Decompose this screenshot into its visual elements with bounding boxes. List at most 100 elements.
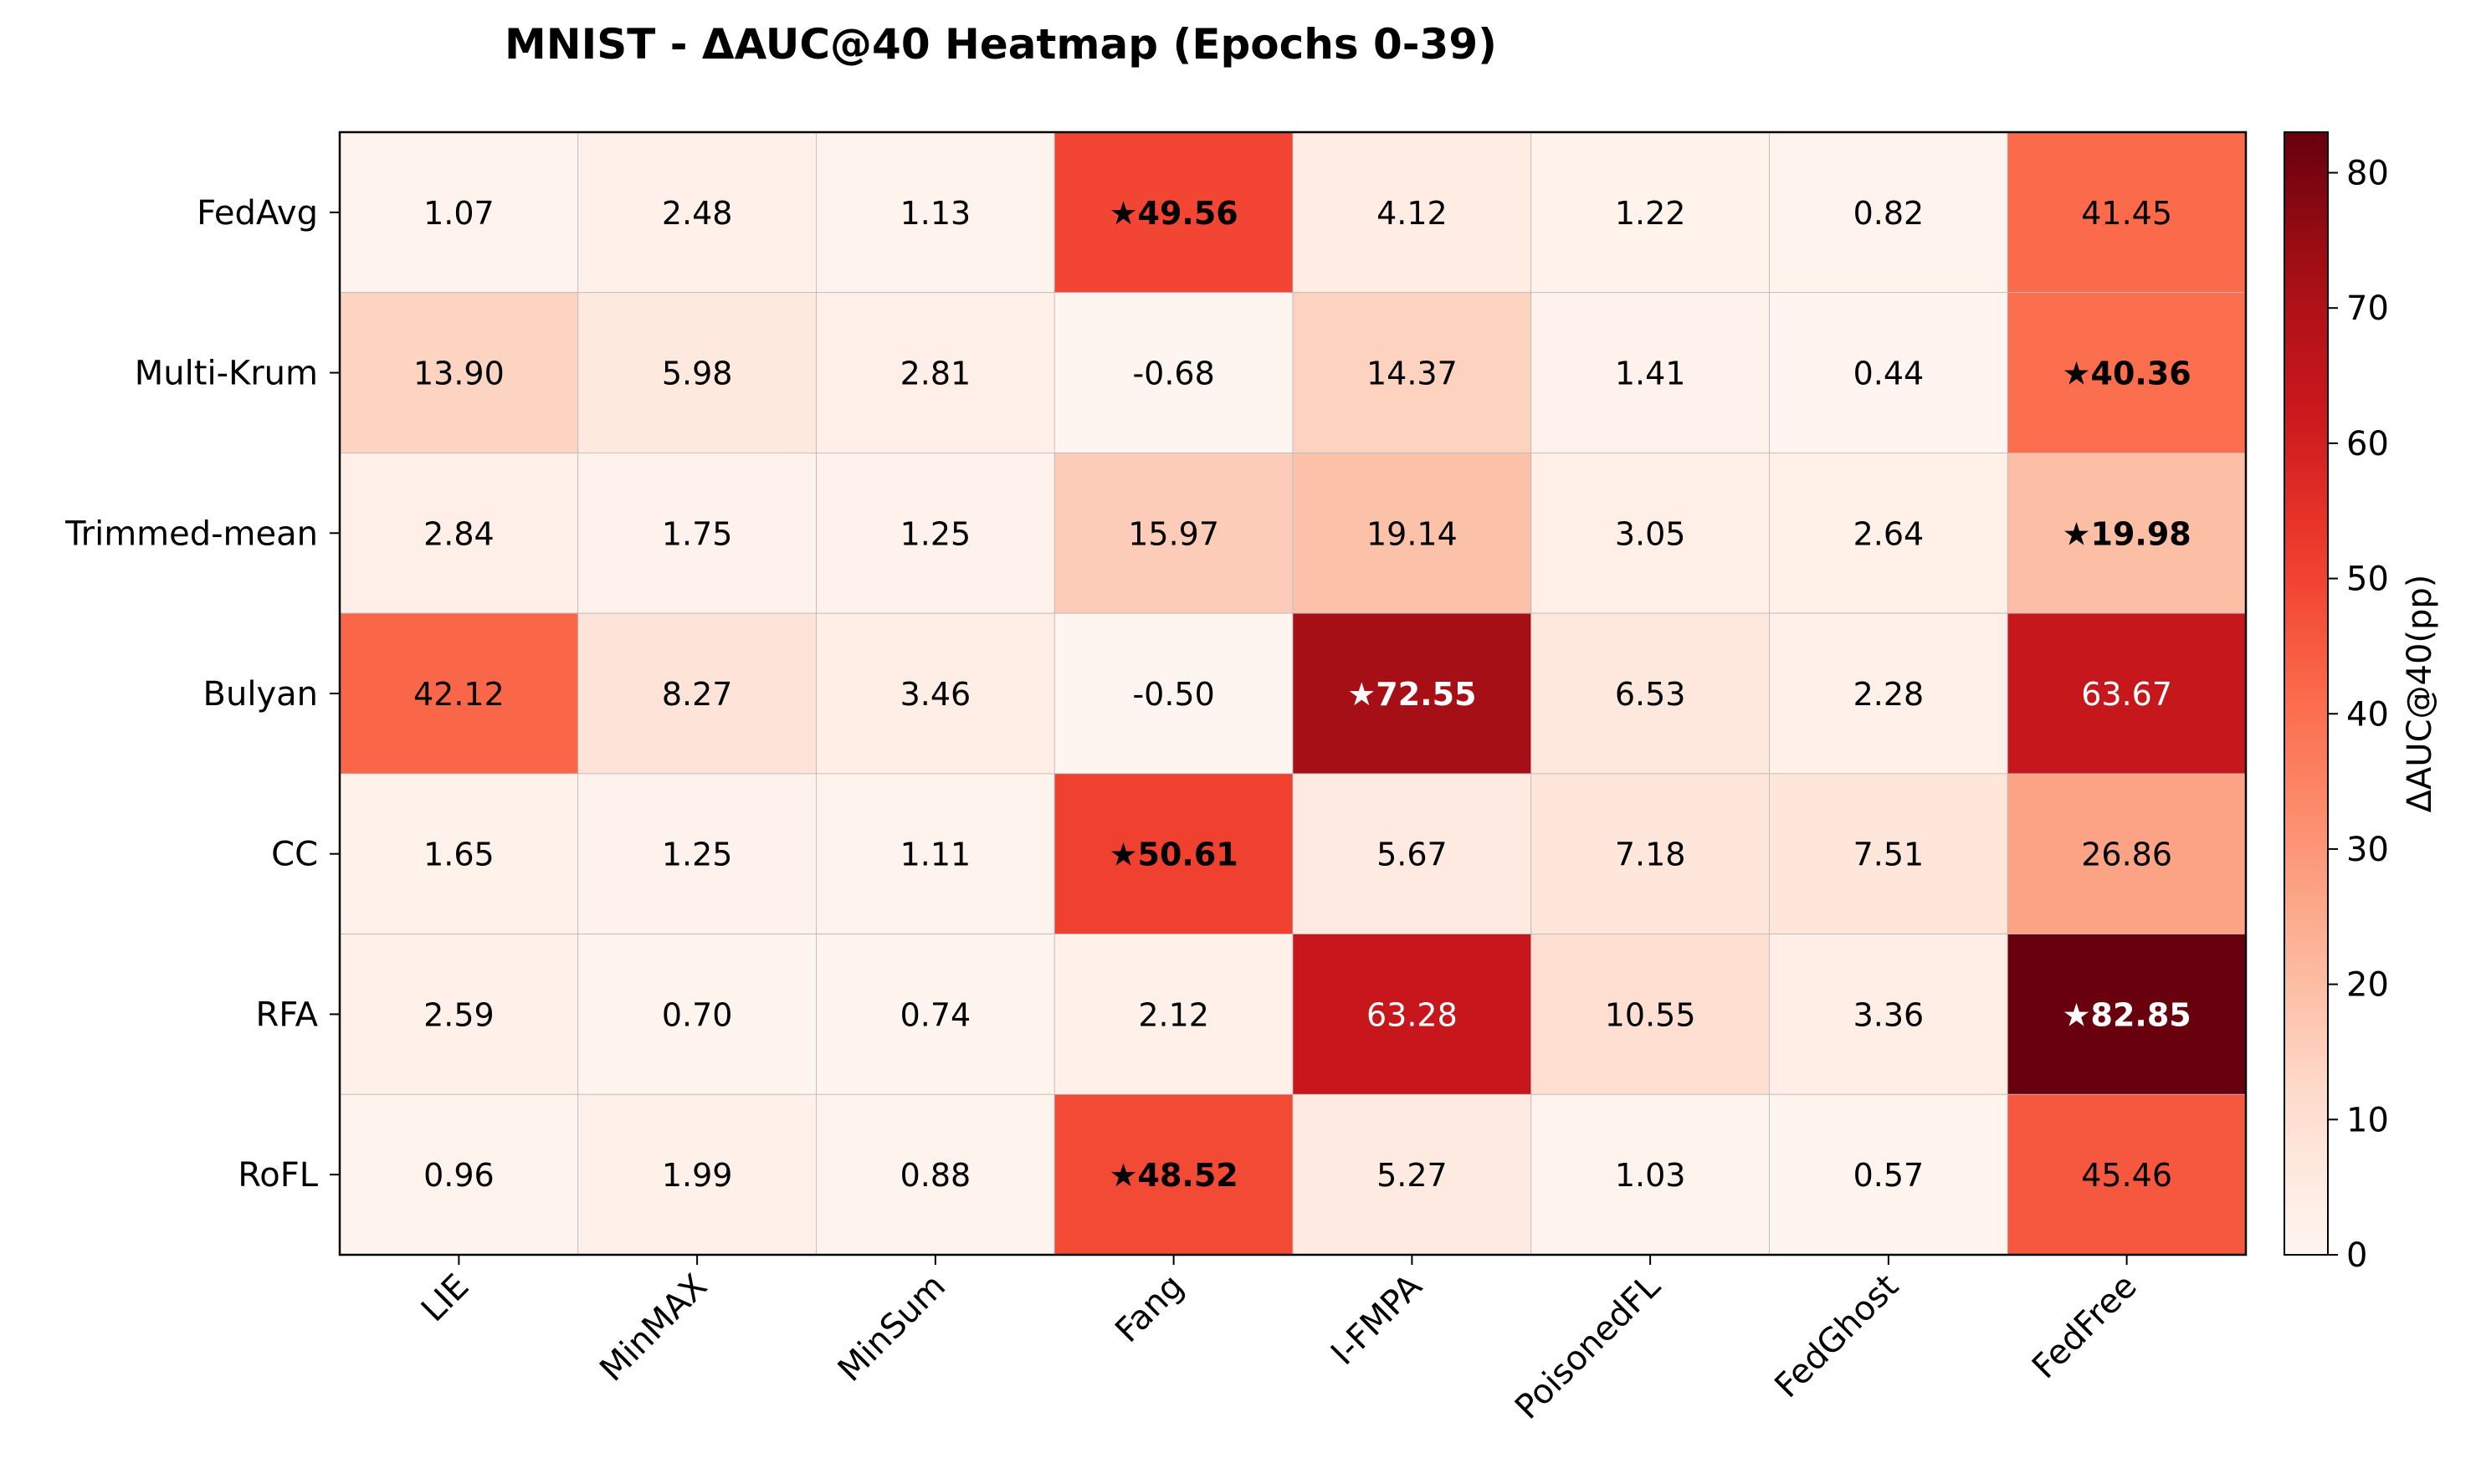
x-tick-label: PoisonedFL	[1508, 1267, 1669, 1427]
cell-value-label: 14.37	[1366, 356, 1458, 392]
colorbar: 0 10 20 30 40 50 60 70 80 ΔAUC@40(pp)	[2284, 131, 2439, 1275]
y-tick-label: RoFL	[238, 1156, 318, 1195]
cell-value-label: 1.25	[662, 837, 733, 873]
heatmap-cell	[1292, 292, 1532, 453]
heatmap-cell	[339, 453, 579, 614]
y-tick-label: RFA	[256, 995, 319, 1034]
heatmap-cell	[1530, 131, 1770, 294]
heatmap-cell	[1292, 453, 1532, 614]
heatmap-cell	[1769, 934, 2008, 1095]
heatmap-cell	[577, 773, 817, 934]
colorbar-gradient	[2284, 131, 2329, 1256]
heatmap-cell	[1053, 453, 1294, 614]
heatmap-cell-labels: 1.07 2.48 1.13 ★49.56 4.12 1.22 0.82 41.45 13.90…	[413, 195, 2191, 1194]
cell-value-label: 1.25	[900, 515, 971, 552]
heatmap-cell	[1053, 773, 1294, 934]
x-tick-label: MinMAX	[592, 1267, 715, 1389]
cell-value-label: ★40.36	[2062, 356, 2191, 392]
heatmap-cell	[2007, 773, 2247, 934]
cell-value-label: 10.55	[1605, 996, 1696, 1033]
cell-value-label: 0.96	[423, 1157, 495, 1194]
heatmap-cell	[339, 1093, 579, 1256]
cell-value-label: 6.53	[1615, 676, 1686, 713]
colorbar-tick-label: 70	[2346, 289, 2389, 328]
cell-value-label: 42.12	[413, 676, 505, 713]
y-tick-label: Trimmed-mean	[64, 514, 318, 553]
heatmap-cell	[577, 1093, 817, 1256]
cell-value-label: 5.98	[662, 356, 733, 392]
heatmap-cell	[339, 612, 579, 775]
heatmap-cell	[2007, 1093, 2247, 1256]
cell-value-label: 7.51	[1853, 837, 1925, 873]
cell-value-label: 26.86	[2081, 837, 2172, 873]
cell-value-label: ★82.85	[2062, 996, 2191, 1033]
x-tick-label: LIE	[414, 1267, 477, 1330]
cell-value-label: ★49.56	[1109, 195, 1238, 232]
heatmap-cell	[1530, 1093, 1770, 1256]
cell-value-label: ★50.61	[1109, 837, 1238, 873]
heatmap-cell	[816, 453, 1055, 614]
heatmap-cell	[2007, 934, 2247, 1095]
cell-value-label: 63.67	[2081, 676, 2172, 713]
heatmap-cell	[1292, 934, 1532, 1095]
x-tick-label: Fang	[1108, 1267, 1191, 1350]
heatmap-cell	[1530, 612, 1770, 775]
y-tick-label: Bulyan	[203, 675, 318, 714]
cell-value-label: ★48.52	[1109, 1157, 1238, 1194]
cell-value-label: 1.13	[900, 195, 971, 232]
colorbar-tick-label: 60	[2346, 425, 2389, 463]
colorbar-label: ΔAUC@40(pp)	[2401, 575, 2439, 813]
heatmap-cell	[1292, 773, 1532, 934]
cell-value-label: 1.22	[1615, 195, 1686, 232]
x-tick-label: FedGhost	[1767, 1267, 1906, 1406]
colorbar-tick-label: 0	[2346, 1236, 2367, 1275]
cell-value-label: 1.75	[662, 515, 733, 552]
cell-value-label: -0.68	[1132, 356, 1214, 392]
cell-value-label: 5.67	[1376, 837, 1448, 873]
heatmap-cell	[1292, 131, 1532, 294]
cell-value-label: 3.36	[1853, 996, 1925, 1033]
cell-value-label: 15.97	[1128, 515, 1219, 552]
cell-value-label: 2.48	[662, 195, 733, 232]
heatmap-cell	[1769, 131, 2008, 294]
heatmap-cell	[339, 131, 579, 294]
heatmap-cell	[577, 934, 817, 1095]
heatmap-cell	[1530, 773, 1770, 934]
cell-value-label: 2.84	[423, 515, 495, 552]
cell-value-label: 0.44	[1853, 356, 1925, 392]
y-tick-label: Multi-Krum	[135, 355, 318, 393]
cell-value-label: 1.41	[1615, 356, 1686, 392]
cell-value-label: 0.70	[662, 996, 733, 1033]
y-tick-label: CC	[271, 836, 318, 874]
cell-value-label: ★72.55	[1347, 676, 1476, 713]
cell-value-label: 41.45	[2081, 195, 2172, 232]
heatmap-cell	[2007, 131, 2247, 294]
heatmap-cell	[1769, 612, 2008, 775]
y-axis: FedAvg Multi-Krum Trimmed-mean Bulyan CC RFA R…	[64, 194, 340, 1195]
cell-value-label: 2.12	[1138, 996, 1209, 1033]
heatmap-cell	[816, 773, 1055, 934]
y-tick-label: FedAvg	[197, 194, 318, 233]
colorbar-tick-label: 80	[2346, 155, 2389, 193]
cell-value-label: 63.28	[1366, 996, 1458, 1033]
cell-value-label: 2.64	[1853, 515, 1925, 552]
heatmap-cell	[1769, 453, 2008, 614]
cell-value-label: 4.12	[1376, 195, 1448, 232]
cell-value-label: 13.90	[413, 356, 505, 392]
cell-value-label: 8.27	[662, 676, 733, 713]
heatmap-cell	[1292, 612, 1532, 775]
heatmap-cell	[2007, 292, 2247, 453]
heatmap-cell	[1053, 292, 1294, 453]
colorbar-tick-label: 20	[2346, 966, 2389, 1005]
heatmap-cell	[1530, 453, 1770, 614]
colorbar-tick-label: 40	[2346, 695, 2389, 734]
cell-value-label: 1.99	[662, 1157, 733, 1194]
heatmap-cell	[1530, 934, 1770, 1095]
cell-value-label: 1.65	[423, 837, 495, 873]
x-axis: LIE MinMAX MinSum Fang I-FMPA PoisonedFL FedGh…	[414, 1255, 2145, 1427]
cell-value-label: 0.88	[900, 1157, 971, 1194]
chart-title: MNIST - ΔAUC@40 Heatmap (Epochs 0-39)	[505, 20, 1497, 69]
colorbar-tick-label: 30	[2346, 831, 2389, 869]
